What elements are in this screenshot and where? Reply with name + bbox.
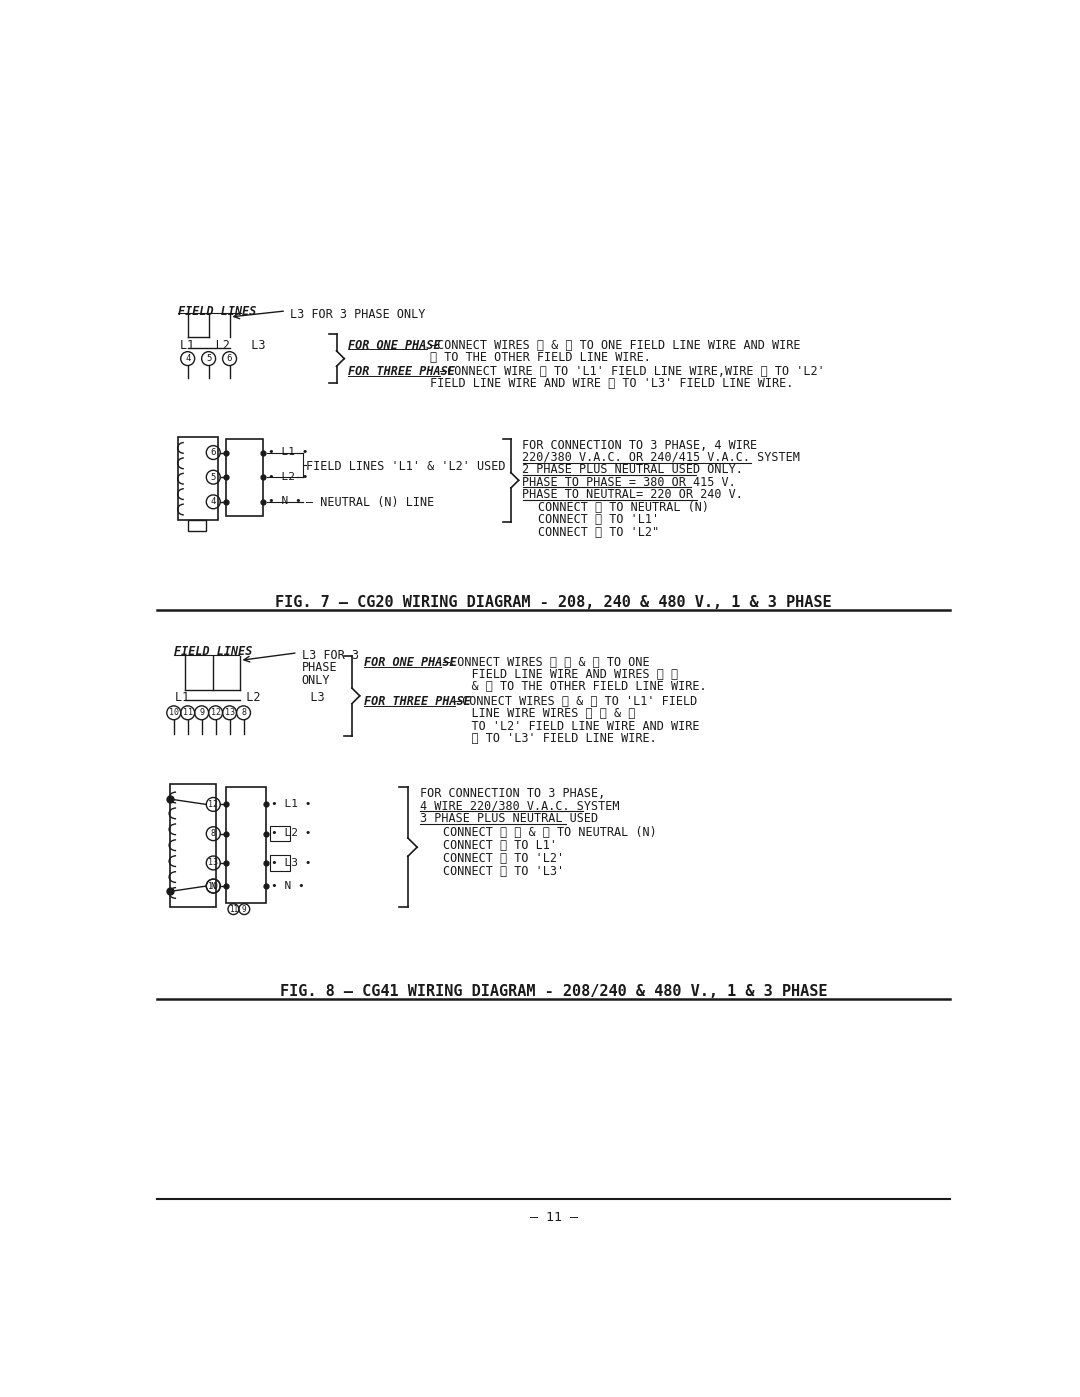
Text: 4: 4 [185, 353, 190, 363]
Bar [270, 826, 291, 841]
Text: • L1 •: • L1 • [268, 447, 308, 457]
Text: FOR CONNECTION TO 3 PHASE, 4 WIRE: FOR CONNECTION TO 3 PHASE, 4 WIRE [523, 439, 758, 451]
Text: • L3 •: • L3 • [271, 858, 311, 868]
Text: FOR THREE PHASE: FOR THREE PHASE [348, 365, 455, 377]
Text: PHASE TO PHASE = 380 OR 415 V.: PHASE TO PHASE = 380 OR 415 V. [523, 475, 737, 489]
Text: FOR CONNECTION TO 3 PHASE,: FOR CONNECTION TO 3 PHASE, [420, 788, 606, 800]
Text: 12: 12 [211, 708, 220, 717]
Text: 3 PHASE PLUS NEUTRAL USED: 3 PHASE PLUS NEUTRAL USED [420, 812, 598, 826]
Text: 13: 13 [208, 858, 218, 868]
Text: CONNECT ⑫ TO L1': CONNECT ⑫ TO L1' [444, 840, 557, 852]
Text: 11: 11 [183, 708, 192, 717]
Bar [226, 439, 262, 515]
Text: 220/380 V.A.C. OR 240/415 V.A.C. SYSTEM: 220/380 V.A.C. OR 240/415 V.A.C. SYSTEM [523, 451, 800, 464]
Text: —CONNECT WIRES ⑧ ⑫ & ⑬ TO ONE: —CONNECT WIRES ⑧ ⑫ & ⑬ TO ONE [444, 655, 650, 669]
Text: 9: 9 [199, 708, 204, 717]
Text: 13: 13 [225, 708, 234, 717]
Text: • N •: • N • [268, 496, 301, 507]
Text: • N •: • N • [271, 880, 305, 891]
Text: L3 FOR 3: L3 FOR 3 [301, 648, 359, 662]
Text: 12: 12 [208, 800, 218, 809]
Text: L1        L2       L3: L1 L2 L3 [175, 692, 325, 704]
Text: CONNECT ⑬ TO 'L3': CONNECT ⑬ TO 'L3' [444, 865, 565, 879]
Text: 6: 6 [227, 353, 232, 363]
Text: 10: 10 [168, 708, 179, 717]
Bar [170, 784, 216, 907]
Text: ⑫ TO 'L3' FIELD LINE WIRE.: ⑫ TO 'L3' FIELD LINE WIRE. [444, 732, 658, 745]
Text: – 11 –: – 11 – [529, 1211, 578, 1224]
Text: & ⑪ TO THE OTHER FIELD LINE WIRE.: & ⑪ TO THE OTHER FIELD LINE WIRE. [444, 680, 707, 693]
Text: FOR THREE PHASE: FOR THREE PHASE [364, 696, 471, 708]
Text: FIELD LINES: FIELD LINES [174, 645, 252, 658]
Text: TO 'L2' FIELD LINE WIRE AND WIRE: TO 'L2' FIELD LINE WIRE AND WIRE [444, 719, 700, 733]
Text: FIG. 7 — CG20 WIRING DIAGRAM - 208, 240 & 480 V., 1 & 3 PHASE: FIG. 7 — CG20 WIRING DIAGRAM - 208, 240 … [275, 595, 832, 610]
Text: 6: 6 [211, 448, 216, 457]
Text: FIELD LINE WIRE AND WIRE ⑥ TO 'L3' FIELD LINE WIRE.: FIELD LINE WIRE AND WIRE ⑥ TO 'L3' FIELD… [430, 377, 793, 390]
Text: FOR ONE PHASE: FOR ONE PHASE [348, 338, 441, 352]
Text: 9: 9 [242, 905, 246, 914]
Text: FIELD LINES: FIELD LINES [177, 305, 256, 317]
Text: FOR ONE PHASE: FOR ONE PHASE [364, 655, 456, 669]
Text: ④ TO THE OTHER FIELD LINE WIRE.: ④ TO THE OTHER FIELD LINE WIRE. [430, 351, 650, 363]
Text: ONLY: ONLY [301, 673, 330, 686]
Text: 4: 4 [211, 497, 216, 506]
Text: —CONNECT WIRES ⑤ & ⑥ TO ONE FIELD LINE WIRE AND WIRE: —CONNECT WIRES ⑤ & ⑥ TO ONE FIELD LINE W… [430, 338, 800, 352]
Text: 8: 8 [241, 708, 246, 717]
Text: • L1 •: • L1 • [271, 799, 311, 809]
Text: 8: 8 [211, 830, 216, 838]
Text: CONNECT ⑥ TO 'L1': CONNECT ⑥ TO 'L1' [538, 513, 659, 527]
Text: • L2 •: • L2 • [271, 828, 311, 838]
Text: 11: 11 [229, 905, 238, 914]
Text: FIELD LINES 'L1' & 'L2' USED: FIELD LINES 'L1' & 'L2' USED [306, 460, 505, 474]
Text: LINE WIRE WIRES ⑧ ⑨ & ⑬: LINE WIRE WIRES ⑧ ⑨ & ⑬ [444, 707, 636, 721]
Text: PHASE TO NEUTRAL= 220 OR 240 V.: PHASE TO NEUTRAL= 220 OR 240 V. [523, 488, 743, 502]
Text: PHASE: PHASE [301, 661, 337, 675]
Bar [189, 520, 205, 531]
Bar [270, 855, 291, 870]
Text: —CONNECT WIRE ④ TO 'L1' FIELD LINE WIRE,WIRE ⑤ TO 'L2': —CONNECT WIRE ④ TO 'L1' FIELD LINE WIRE,… [440, 365, 824, 377]
Text: FIG. 8 — CG41 WIRING DIAGRAM - 208/240 & 480 V., 1 & 3 PHASE: FIG. 8 — CG41 WIRING DIAGRAM - 208/240 &… [280, 983, 827, 999]
Text: 5: 5 [211, 472, 216, 482]
Text: CONNECT ④ TO NEUTRAL (N): CONNECT ④ TO NEUTRAL (N) [538, 502, 708, 514]
Text: CONNECT ⑤ TO 'L2": CONNECT ⑤ TO 'L2" [538, 525, 659, 539]
Text: —CONNECT WIRES ⑩ & ⑪ TO 'L1' FIELD: —CONNECT WIRES ⑩ & ⑪ TO 'L1' FIELD [455, 696, 698, 708]
Text: 2 PHASE PLUS NEUTRAL USED ONLY.: 2 PHASE PLUS NEUTRAL USED ONLY. [523, 464, 743, 476]
Text: L3 FOR 3 PHASE ONLY: L3 FOR 3 PHASE ONLY [291, 307, 426, 321]
Bar [226, 788, 266, 902]
Text: CONNECT ⑨ ⑩ & ⑪ TO NEUTRAL (N): CONNECT ⑨ ⑩ & ⑪ TO NEUTRAL (N) [444, 826, 658, 840]
Text: 10: 10 [208, 882, 218, 890]
Text: — NEUTRAL (N) LINE: — NEUTRAL (N) LINE [307, 496, 434, 510]
Text: FIELD LINE WIRE AND WIRES ⑨ ⑩: FIELD LINE WIRE AND WIRES ⑨ ⑩ [444, 668, 678, 682]
Text: 4 WIRE 220/380 V.A.C. SYSTEM: 4 WIRE 220/380 V.A.C. SYSTEM [420, 800, 620, 813]
Bar [177, 437, 218, 520]
Text: L1   L2   L3: L1 L2 L3 [180, 338, 266, 352]
Text: • L2 •: • L2 • [268, 472, 308, 482]
Text: N: N [211, 882, 216, 890]
Text: 5: 5 [206, 353, 212, 363]
Text: CONNECT ⑧ TO 'L2': CONNECT ⑧ TO 'L2' [444, 852, 565, 865]
